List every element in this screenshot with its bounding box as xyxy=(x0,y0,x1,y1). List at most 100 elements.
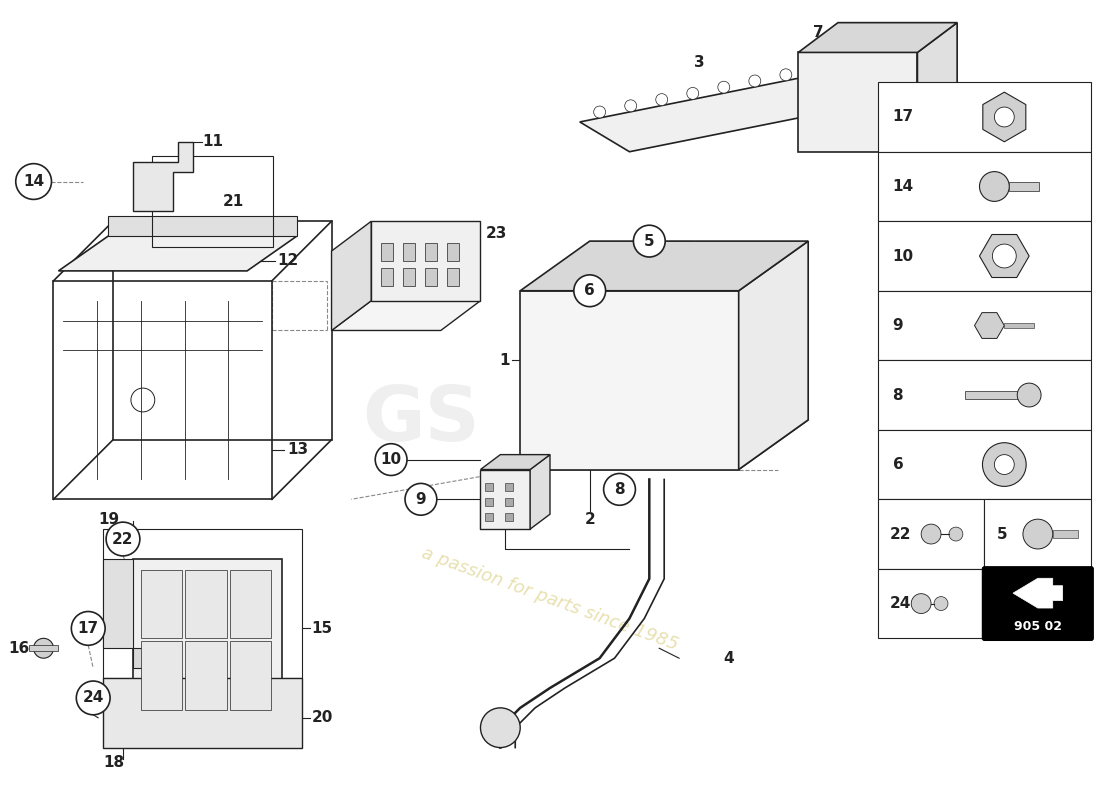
Circle shape xyxy=(656,94,668,106)
Circle shape xyxy=(718,82,729,93)
FancyBboxPatch shape xyxy=(982,567,1093,640)
Circle shape xyxy=(780,69,792,81)
Text: 12: 12 xyxy=(277,254,298,269)
FancyBboxPatch shape xyxy=(485,498,494,506)
Text: 17: 17 xyxy=(78,621,99,636)
Polygon shape xyxy=(580,72,878,152)
Circle shape xyxy=(106,522,140,556)
Polygon shape xyxy=(799,53,917,152)
FancyBboxPatch shape xyxy=(485,514,494,521)
Text: a passion for parts since 1985: a passion for parts since 1985 xyxy=(419,544,681,654)
Text: 9: 9 xyxy=(416,492,426,507)
Text: 16: 16 xyxy=(8,641,30,656)
Polygon shape xyxy=(372,222,481,301)
Polygon shape xyxy=(331,301,481,330)
FancyBboxPatch shape xyxy=(878,430,1091,499)
Text: 10: 10 xyxy=(381,452,402,467)
Polygon shape xyxy=(520,420,808,470)
FancyBboxPatch shape xyxy=(1010,182,1040,191)
Text: 10: 10 xyxy=(892,249,914,263)
Circle shape xyxy=(76,681,110,714)
Text: 18: 18 xyxy=(103,755,124,770)
FancyBboxPatch shape xyxy=(29,646,58,651)
Circle shape xyxy=(921,524,940,544)
Text: 17: 17 xyxy=(892,110,914,125)
Text: 22: 22 xyxy=(112,531,134,546)
Text: 5: 5 xyxy=(997,526,1006,542)
Polygon shape xyxy=(133,648,153,668)
Circle shape xyxy=(405,483,437,515)
Circle shape xyxy=(634,226,665,257)
FancyBboxPatch shape xyxy=(984,499,1091,569)
Circle shape xyxy=(911,594,931,614)
Circle shape xyxy=(375,444,407,475)
Circle shape xyxy=(994,107,1014,127)
Text: 6: 6 xyxy=(584,283,595,298)
Polygon shape xyxy=(982,92,1026,142)
Polygon shape xyxy=(58,236,297,271)
FancyBboxPatch shape xyxy=(230,570,271,638)
FancyBboxPatch shape xyxy=(403,243,415,261)
Circle shape xyxy=(686,87,698,99)
Text: 8: 8 xyxy=(614,482,625,497)
Text: 13: 13 xyxy=(287,442,308,457)
Text: 19: 19 xyxy=(98,512,119,526)
Text: 22: 22 xyxy=(890,526,911,542)
FancyBboxPatch shape xyxy=(505,483,514,491)
FancyBboxPatch shape xyxy=(185,570,227,638)
Text: 15: 15 xyxy=(311,621,333,636)
FancyBboxPatch shape xyxy=(141,570,183,638)
Polygon shape xyxy=(108,216,297,236)
Polygon shape xyxy=(133,142,192,211)
Circle shape xyxy=(982,442,1026,486)
Circle shape xyxy=(994,454,1014,474)
Text: 5: 5 xyxy=(644,234,654,249)
FancyBboxPatch shape xyxy=(965,391,1024,399)
Text: 14: 14 xyxy=(23,174,44,189)
Polygon shape xyxy=(975,313,1004,338)
Circle shape xyxy=(481,708,520,747)
FancyBboxPatch shape xyxy=(230,642,271,710)
Circle shape xyxy=(594,106,606,118)
Circle shape xyxy=(949,527,962,541)
Polygon shape xyxy=(331,222,372,330)
FancyBboxPatch shape xyxy=(485,483,494,491)
Circle shape xyxy=(15,164,52,199)
Polygon shape xyxy=(133,559,282,718)
Text: 14: 14 xyxy=(892,179,914,194)
Polygon shape xyxy=(799,22,957,53)
Circle shape xyxy=(72,611,106,646)
Text: 6: 6 xyxy=(892,457,903,472)
FancyBboxPatch shape xyxy=(447,243,459,261)
Text: 23: 23 xyxy=(485,226,507,242)
FancyBboxPatch shape xyxy=(403,268,415,286)
FancyBboxPatch shape xyxy=(878,360,1091,430)
Circle shape xyxy=(574,275,606,306)
Text: GS: GS xyxy=(362,383,480,457)
Circle shape xyxy=(625,100,637,112)
FancyBboxPatch shape xyxy=(1053,530,1078,538)
Text: 4: 4 xyxy=(724,650,734,666)
Text: 3: 3 xyxy=(694,55,704,70)
Circle shape xyxy=(604,474,636,506)
FancyBboxPatch shape xyxy=(382,268,393,286)
Text: 1: 1 xyxy=(499,353,510,368)
FancyBboxPatch shape xyxy=(447,268,459,286)
Polygon shape xyxy=(917,22,957,152)
FancyBboxPatch shape xyxy=(382,243,393,261)
Circle shape xyxy=(992,244,1016,268)
Polygon shape xyxy=(481,470,530,529)
Text: 24: 24 xyxy=(890,596,911,611)
Circle shape xyxy=(1023,519,1053,549)
Polygon shape xyxy=(520,290,739,470)
Polygon shape xyxy=(979,234,1030,278)
FancyBboxPatch shape xyxy=(425,268,437,286)
Text: 20: 20 xyxy=(311,710,333,726)
Polygon shape xyxy=(103,559,133,648)
FancyBboxPatch shape xyxy=(141,642,183,710)
Polygon shape xyxy=(481,454,550,470)
FancyBboxPatch shape xyxy=(878,222,1091,290)
FancyBboxPatch shape xyxy=(878,499,984,569)
Text: 11: 11 xyxy=(202,134,223,150)
FancyBboxPatch shape xyxy=(505,514,514,521)
